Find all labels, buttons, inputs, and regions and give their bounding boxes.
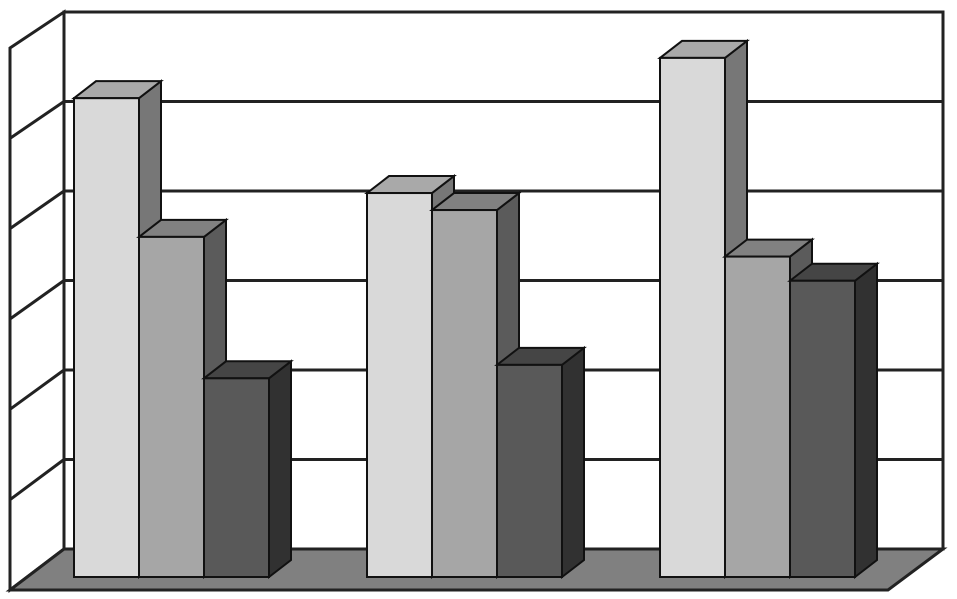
bar (366, 192, 433, 578)
grid-line (9, 100, 65, 140)
grid-line (9, 189, 65, 230)
bar (73, 97, 140, 579)
bar-side (854, 261, 878, 580)
grid-line (9, 458, 65, 501)
bar-side (268, 359, 292, 580)
bar-side (561, 345, 585, 580)
grid-line (9, 279, 65, 321)
bar (496, 363, 563, 579)
grid-line (9, 368, 65, 411)
bar (203, 377, 270, 578)
bar (431, 209, 498, 579)
bar (789, 279, 856, 578)
bar (659, 56, 726, 578)
bar (724, 255, 791, 578)
bar (138, 235, 205, 578)
